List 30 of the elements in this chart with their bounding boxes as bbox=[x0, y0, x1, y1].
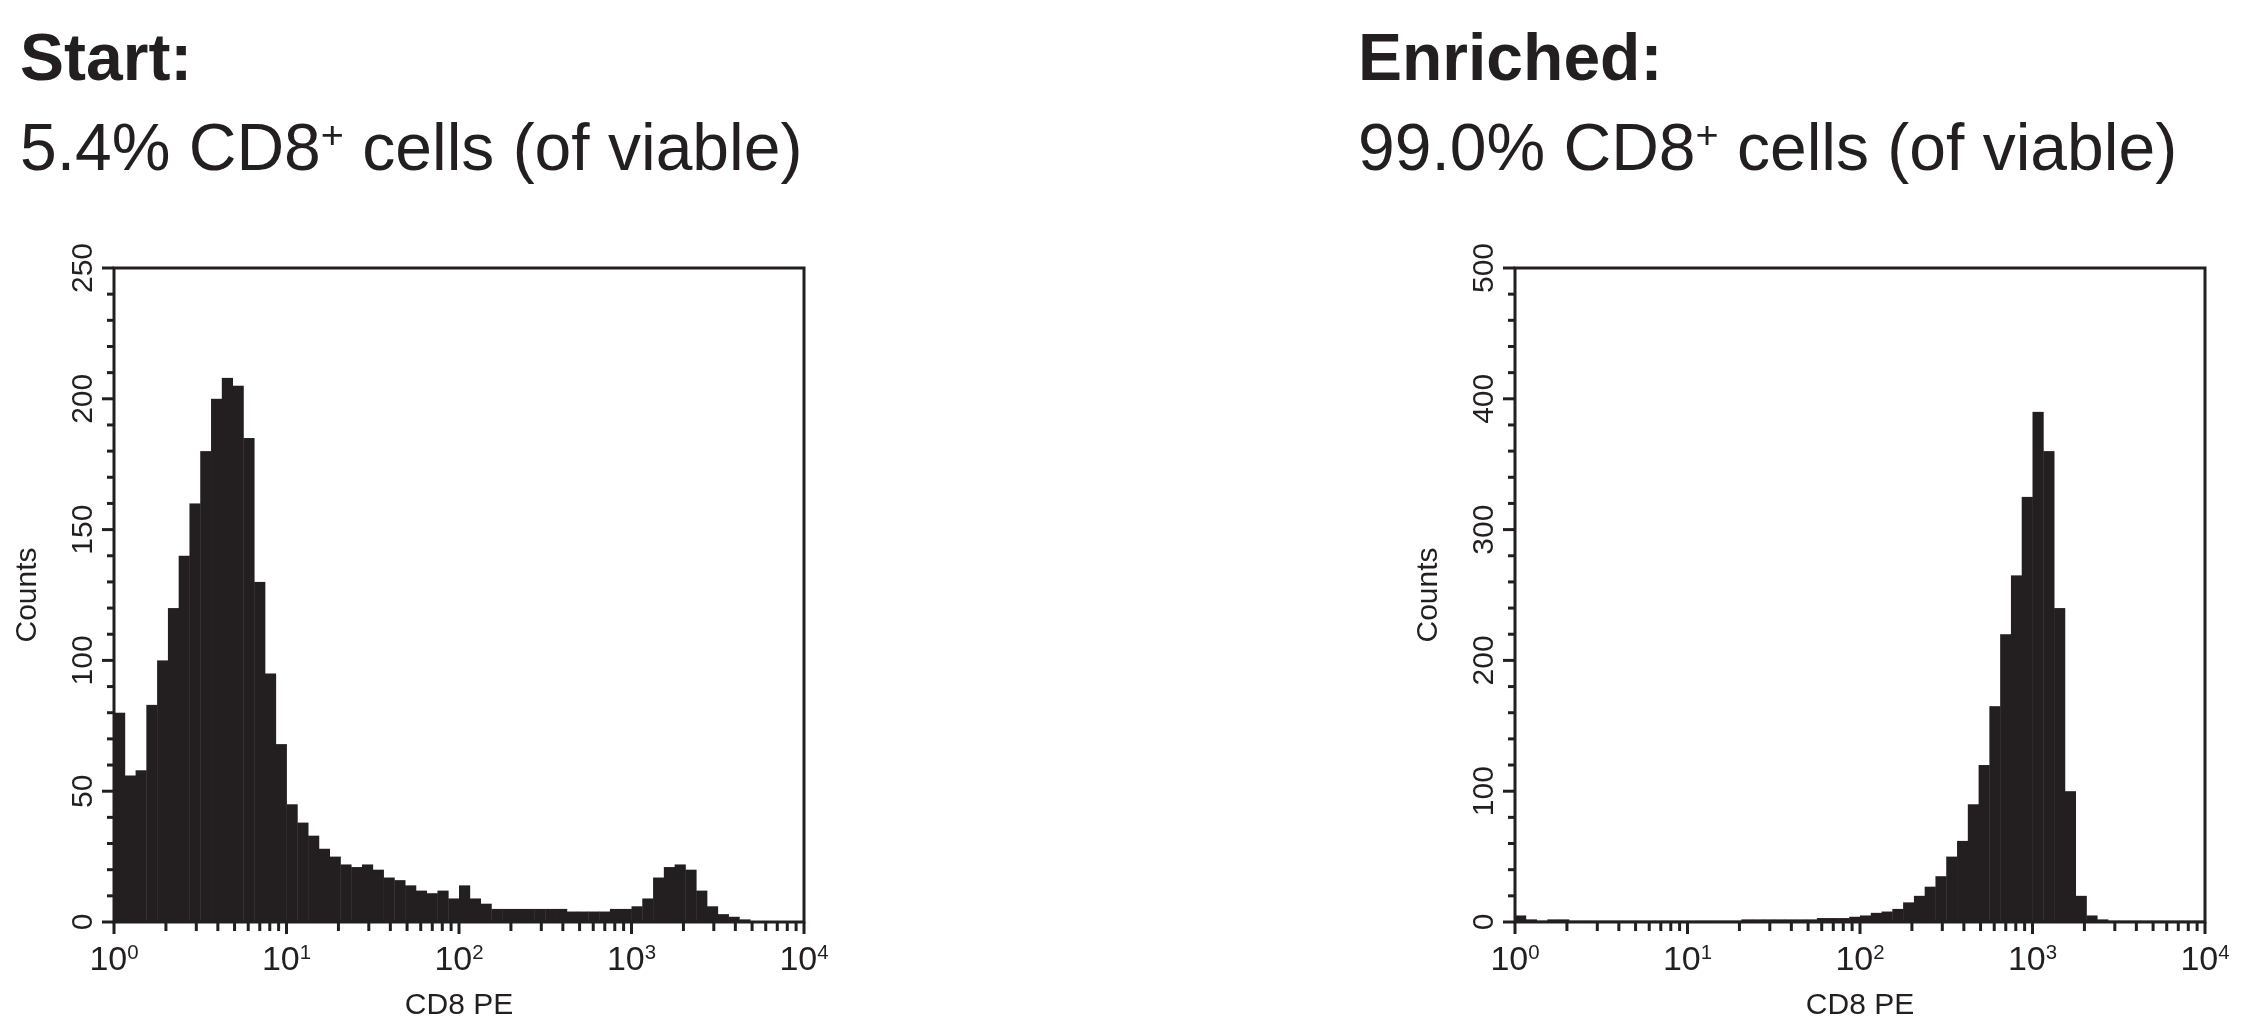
x-tick-label: 10$^{4}$ bbox=[2180, 939, 2230, 977]
x-tick-label: 10$^{1}$ bbox=[1662, 939, 1713, 977]
y-axis-title: Counts bbox=[9, 547, 42, 643]
x-tick-label: 10$^{1}$ bbox=[261, 939, 312, 977]
chart-title: Start: bbox=[20, 20, 193, 94]
y-tick-label: 50 bbox=[65, 774, 98, 808]
x-axis-title: CD8 PE bbox=[404, 987, 514, 1020]
y-tick-label: 0 bbox=[1466, 913, 1499, 931]
y-tick-label: 200 bbox=[1466, 635, 1499, 686]
y-tick-label: 150 bbox=[65, 504, 98, 555]
y-tick-label: 100 bbox=[1466, 766, 1499, 817]
chart-title: Enriched: bbox=[1358, 20, 1663, 94]
x-tick-label: 10$^{3}$ bbox=[606, 939, 657, 977]
x-tick-label: 10$^{4}$ bbox=[779, 939, 829, 977]
y-tick-label: 0 bbox=[65, 913, 98, 931]
y-tick-label: 500 bbox=[1466, 242, 1499, 294]
y-tick-label: 400 bbox=[1466, 373, 1499, 424]
y-tick-label: 100 bbox=[65, 635, 98, 686]
y-tick-label: 250 bbox=[65, 242, 98, 294]
x-tick-label: 10$^{3}$ bbox=[2007, 939, 2058, 977]
x-axis-title: CD8 PE bbox=[1805, 987, 1915, 1020]
x-tick-label: 10$^{0}$ bbox=[1490, 939, 1540, 977]
x-tick-label: 10$^{2}$ bbox=[434, 939, 484, 977]
y-tick-label: 300 bbox=[1466, 504, 1499, 555]
y-axis-title: Counts bbox=[1410, 547, 1443, 643]
chart-subtitle: 5.4% CD8$^{+}$ cells (of viable) bbox=[20, 110, 803, 184]
chart-subtitle: 99.0% CD8$^{+}$ cells (of viable) bbox=[1358, 110, 2178, 184]
y-tick-label: 200 bbox=[65, 373, 98, 424]
x-tick-label: 10$^{2}$ bbox=[1835, 939, 1885, 977]
x-tick-label: 10$^{0}$ bbox=[89, 939, 139, 977]
